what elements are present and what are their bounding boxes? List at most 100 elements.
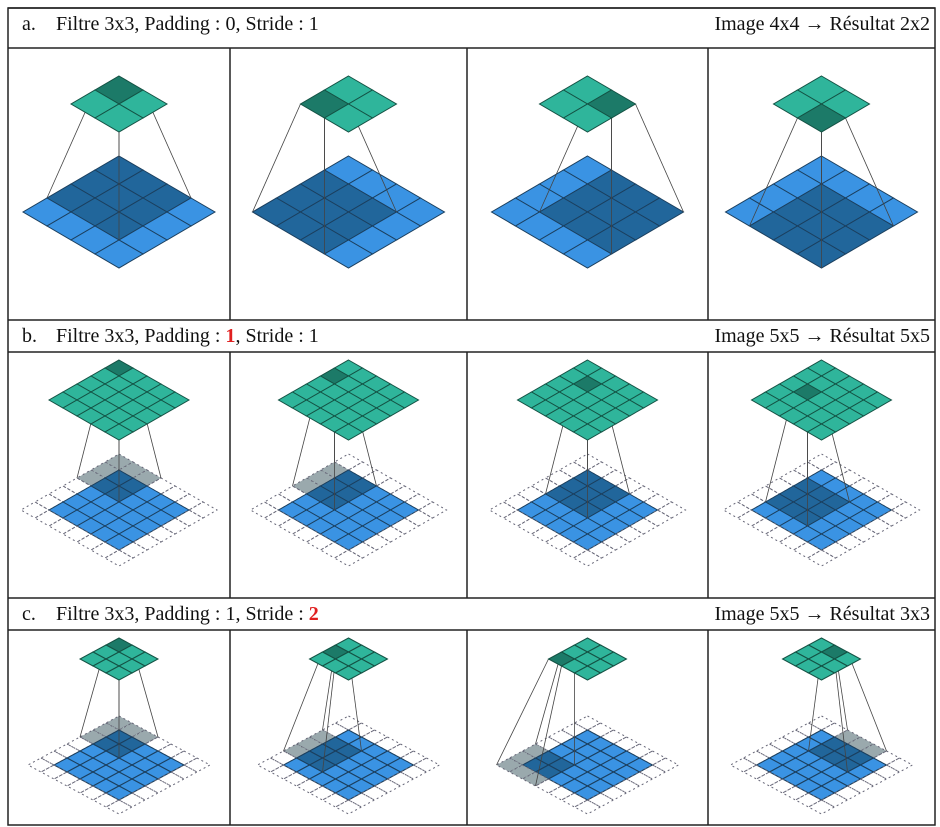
pad-cell — [361, 533, 392, 551]
pad-cell — [876, 509, 907, 527]
pad-cell — [117, 541, 149, 559]
pad-cell — [159, 485, 191, 503]
pad-cell — [722, 501, 753, 519]
pad-cell — [89, 541, 121, 559]
pad-cell — [890, 501, 921, 519]
output-cell — [334, 665, 363, 681]
pad-cell — [263, 493, 294, 511]
projection-line — [535, 651, 562, 745]
output-cell — [572, 423, 603, 441]
row-result: Image 5x5 → Résultat 3x3 — [714, 603, 930, 625]
pad-cell — [375, 525, 406, 543]
output-cell — [562, 103, 613, 133]
conv-panel — [495, 637, 680, 815]
pad-cell — [61, 477, 93, 495]
output-cell — [323, 103, 374, 133]
pad-cell — [820, 541, 851, 559]
conv-panel — [488, 359, 687, 567]
pad-cell — [145, 525, 177, 543]
row-result: Image 5x5 → Résultat 5x5 — [714, 325, 930, 347]
row-title: Filtre 3x3, Padding : 1, Stride : 1 — [56, 325, 319, 347]
conv-panel — [251, 75, 446, 269]
pad-cell — [750, 485, 781, 503]
pad-cell — [642, 493, 673, 511]
pad-cell — [412, 757, 441, 773]
projection-line — [496, 658, 549, 766]
pad-cell — [848, 525, 879, 543]
pad-cell — [361, 469, 392, 487]
pad-cell — [403, 509, 434, 527]
pad-cell — [375, 477, 406, 495]
pad-cell — [806, 549, 837, 567]
pad-cell — [600, 533, 631, 551]
title-part: Filtre 3x3, Padding : 1, Stride : — [56, 603, 309, 625]
pad-cell — [26, 757, 56, 773]
pad-cell — [277, 517, 308, 535]
row-result: Image 4x4 → Résultat 2x2 — [714, 13, 930, 35]
pad-cell — [33, 493, 65, 511]
projection-line — [322, 658, 336, 773]
pad-cell — [834, 533, 865, 551]
pad-cell — [291, 525, 322, 543]
pad-cell — [131, 533, 163, 551]
projection-line — [635, 103, 684, 213]
conv-panel — [19, 359, 219, 567]
pad-cell — [145, 477, 177, 495]
pad-cell — [544, 533, 575, 551]
pad-cell — [736, 493, 767, 511]
conv-panel — [722, 359, 921, 567]
conv-panel — [256, 637, 441, 815]
input-cell — [562, 239, 613, 269]
pad-cell — [862, 517, 893, 535]
pad-cell — [792, 541, 823, 559]
pad-cell — [572, 453, 603, 471]
pad-cell — [249, 501, 280, 519]
pad-cell — [862, 485, 893, 503]
pad-cell — [47, 517, 79, 535]
pad-cell — [502, 493, 533, 511]
title-part: 2 — [309, 603, 319, 625]
output-cell — [104, 665, 134, 681]
pad-cell — [764, 525, 795, 543]
pad-cell — [33, 509, 65, 527]
pad-cell — [573, 715, 602, 731]
pad-cell — [806, 453, 837, 471]
pad-cell — [333, 549, 364, 567]
pad-cell — [736, 509, 767, 527]
pad-cell — [885, 757, 914, 773]
pad-cell — [642, 509, 673, 527]
row-label: c. — [22, 603, 36, 625]
conv-panel — [249, 359, 448, 567]
projection-line — [845, 117, 894, 227]
pad-cell — [488, 501, 519, 519]
title-part: Filtre 3x3, Padding : 0, Stride : 1 — [56, 13, 319, 35]
pad-cell — [277, 485, 308, 503]
pad-cell — [572, 549, 603, 567]
pad-cell — [389, 485, 420, 503]
pad-cell — [778, 533, 809, 551]
pad-cell — [544, 469, 575, 487]
pad-cell — [729, 757, 758, 773]
projection-line — [283, 651, 323, 752]
pad-cell — [173, 493, 205, 511]
pad-cell — [334, 799, 363, 815]
input-cell — [323, 239, 374, 269]
pad-cell — [558, 461, 589, 479]
projection-line — [749, 117, 798, 227]
pad-cell — [628, 517, 659, 535]
pad-cell — [764, 477, 795, 495]
pad-cell — [103, 549, 135, 567]
output-cell — [573, 665, 602, 681]
output-cell — [333, 423, 364, 441]
pad-cell — [614, 525, 645, 543]
row-label: b. — [22, 325, 37, 347]
conv-panel — [729, 637, 914, 815]
projection-line — [535, 665, 562, 787]
pad-cell — [75, 533, 107, 551]
projection-line — [252, 103, 301, 213]
pad-cell — [516, 485, 547, 503]
pad-cell — [530, 525, 561, 543]
pad-cell — [256, 757, 285, 773]
pad-cell — [573, 799, 602, 815]
